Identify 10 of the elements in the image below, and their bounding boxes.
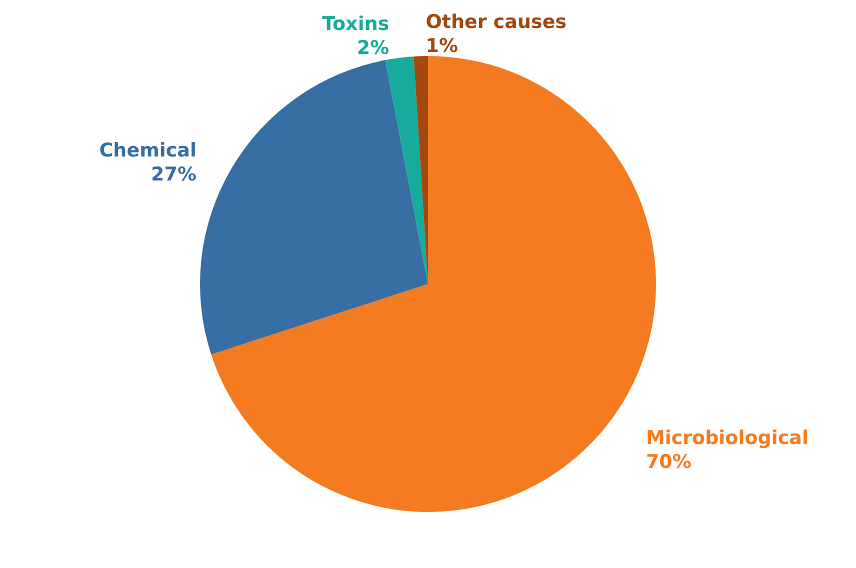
- pie-slice: [385, 56, 428, 284]
- data-label: 27%: [151, 164, 196, 186]
- data-label: 2%: [356, 37, 390, 60]
- slice-label: Microbiological: [646, 427, 809, 449]
- slice-label: Other causes: [426, 11, 567, 34]
- data-label: 70%: [646, 451, 692, 473]
- slice-label: Chemical: [99, 140, 196, 162]
- pie-slice: [200, 60, 428, 354]
- slice-label: Toxins: [322, 13, 390, 36]
- data-label: 1%: [426, 35, 458, 58]
